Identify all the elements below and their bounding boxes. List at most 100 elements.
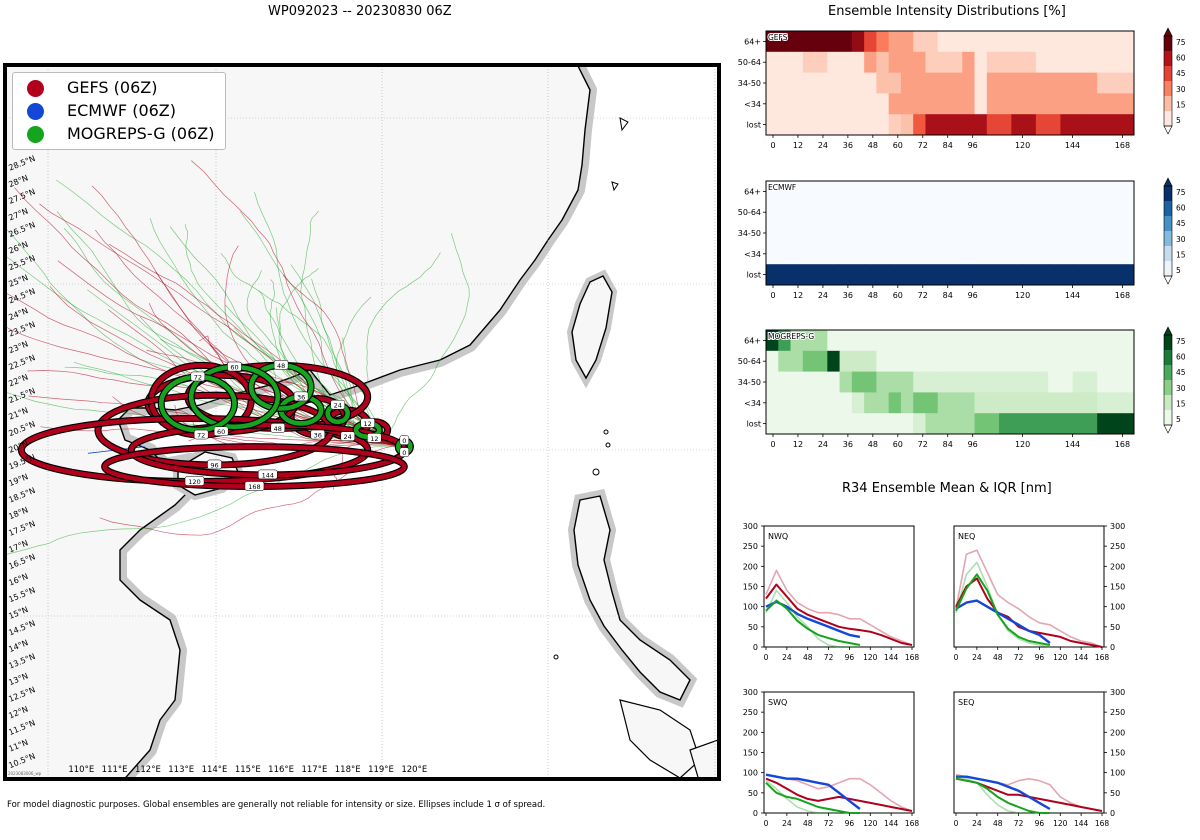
heatmap-cell bbox=[974, 371, 988, 393]
heatmap-cell bbox=[974, 72, 988, 94]
heatmap-cell bbox=[1060, 201, 1074, 223]
heatmap-cell bbox=[1035, 413, 1049, 435]
r34-series-line bbox=[765, 782, 860, 814]
colorbar-segment bbox=[1164, 186, 1172, 202]
r34-y-tick-label: 100 bbox=[743, 769, 758, 778]
heatmap-cell bbox=[851, 350, 865, 372]
heatmap-cell bbox=[778, 201, 791, 223]
heatmap-cell bbox=[1097, 72, 1110, 94]
heatmap-cell bbox=[864, 31, 877, 53]
heatmap-cell bbox=[974, 201, 988, 223]
heatmap-cell bbox=[1121, 181, 1135, 203]
r34-y-tick-label: 0 bbox=[753, 809, 758, 818]
heatmap-cell bbox=[827, 413, 840, 435]
heatmap-cell bbox=[986, 350, 1000, 372]
r34-x-tick-label: 24 bbox=[782, 819, 792, 828]
heatmap-cell bbox=[974, 392, 988, 414]
gefs-marker-icon bbox=[27, 80, 44, 97]
r34-x-tick-label: 144 bbox=[884, 653, 899, 660]
r34-quadrant-label: SEQ bbox=[958, 698, 974, 707]
heatmap-cell bbox=[900, 243, 914, 265]
heatmap-cell bbox=[1084, 181, 1098, 203]
heatmap-cell bbox=[802, 201, 816, 223]
heatmap-cell bbox=[1023, 243, 1037, 265]
svg-text:36: 36 bbox=[297, 393, 305, 401]
heatmap-cell bbox=[1084, 350, 1098, 372]
heatmap-cell bbox=[986, 51, 1000, 73]
heatmap-cell bbox=[876, 72, 890, 94]
colorbar-segment bbox=[1164, 395, 1172, 411]
heatmap-cell bbox=[815, 330, 828, 352]
heatmap-cell bbox=[1084, 93, 1098, 115]
heatmap-cell bbox=[925, 72, 939, 94]
heatmap-cell bbox=[1121, 72, 1135, 94]
heatmap-cell bbox=[1072, 181, 1086, 203]
gefs-lead-label: 36 bbox=[310, 429, 325, 440]
heatmap-x-label: 24 bbox=[818, 291, 828, 300]
heatmap-cell bbox=[1109, 51, 1123, 73]
heatmap-cell bbox=[999, 413, 1012, 435]
lon-tick-label: 113°E bbox=[168, 765, 194, 775]
r34-frame bbox=[953, 691, 1105, 814]
heatmap-cell bbox=[815, 201, 828, 223]
mogreps-lead-label: 0 bbox=[399, 435, 410, 445]
svg-text:12: 12 bbox=[364, 420, 372, 428]
legend-label-gefs: GEFS (06Z) bbox=[67, 78, 158, 97]
heatmap-cell bbox=[876, 201, 890, 223]
heatmap-cell bbox=[1109, 350, 1123, 372]
heatmap-cell bbox=[815, 243, 828, 265]
heatmap-cell bbox=[999, 392, 1012, 414]
heatmap-cell bbox=[986, 330, 1000, 352]
r34-series-line bbox=[955, 561, 1051, 648]
svg-text:12: 12 bbox=[370, 435, 378, 443]
heatmap-cell bbox=[986, 413, 1000, 435]
heatmap-x-label: 84 bbox=[943, 440, 953, 449]
heatmap-cell bbox=[913, 243, 926, 265]
heatmap-cell bbox=[950, 93, 963, 115]
r34-y-tick-label: 50 bbox=[748, 789, 758, 798]
heatmap-cell bbox=[1060, 31, 1074, 53]
r34-series-line bbox=[956, 775, 1051, 811]
heatmap-cell bbox=[974, 93, 988, 115]
r34-y-tick-label: 250 bbox=[743, 708, 758, 717]
heatmap-cell bbox=[1097, 243, 1110, 265]
heatmap-cell bbox=[999, 93, 1012, 115]
heatmap-cell bbox=[827, 181, 840, 203]
heatmap-cell bbox=[900, 31, 914, 53]
heatmap-cell bbox=[950, 350, 963, 372]
heatmap-cell bbox=[937, 264, 951, 286]
r34-x-tick-label: 120 bbox=[863, 819, 878, 828]
heatmap-cell bbox=[962, 114, 975, 136]
heatmap-cell bbox=[986, 31, 1000, 53]
heatmap-cell bbox=[888, 392, 902, 414]
heatmap-cell bbox=[778, 93, 791, 115]
heatmap-cell bbox=[790, 264, 804, 286]
heatmap-cell bbox=[913, 93, 926, 115]
colorbar-segment bbox=[1164, 246, 1172, 262]
heatmap-row-label: 50-64 bbox=[738, 208, 761, 217]
heatmap-cell bbox=[974, 243, 988, 265]
heatmap-cell bbox=[888, 350, 902, 372]
heatmap-cell bbox=[925, 93, 939, 115]
svg-text:72: 72 bbox=[197, 432, 205, 440]
heatmap-x-label: 84 bbox=[943, 291, 953, 300]
heatmap-cell bbox=[962, 222, 975, 244]
heatmap-cell bbox=[876, 114, 890, 136]
r34-series-line bbox=[765, 777, 913, 812]
r34-y-tick-label: 100 bbox=[1110, 603, 1125, 612]
colorbar-segment bbox=[1164, 51, 1172, 67]
heatmap-cell bbox=[950, 51, 963, 73]
legend-label-ecmwf: ECMWF (06Z) bbox=[67, 101, 176, 120]
heatmap-cell bbox=[851, 371, 865, 393]
heatmap-cell bbox=[790, 222, 804, 244]
r34-frame bbox=[763, 525, 915, 648]
heatmap-cell bbox=[1035, 350, 1049, 372]
heatmap-cell bbox=[1084, 51, 1098, 73]
heatmap-cell bbox=[900, 51, 914, 73]
heatmap-cell bbox=[851, 330, 865, 352]
heatmap-cell bbox=[864, 51, 877, 73]
heatmap-cell bbox=[913, 31, 926, 53]
heatmap-x-label: 96 bbox=[968, 291, 978, 300]
heatmap-cell bbox=[1035, 330, 1049, 352]
